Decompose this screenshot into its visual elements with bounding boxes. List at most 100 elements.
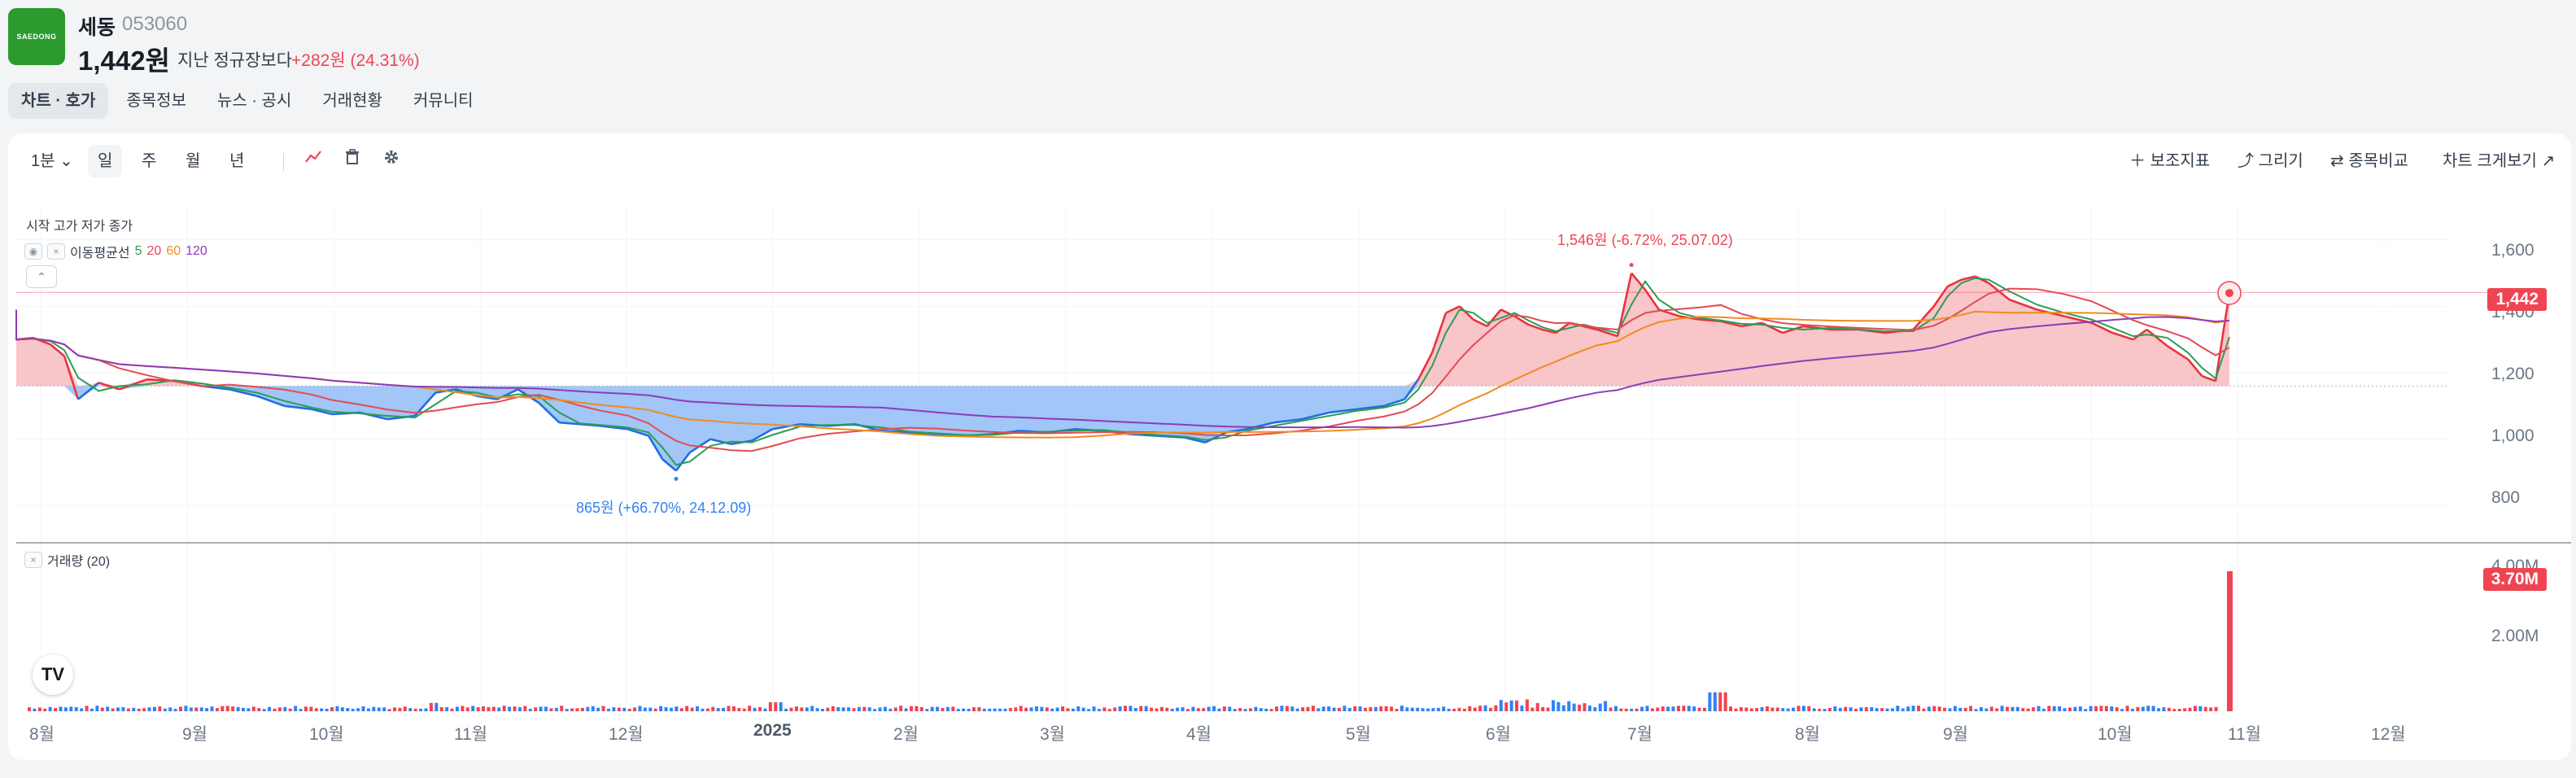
volume-bar	[1311, 706, 1315, 711]
volume-bar	[247, 708, 251, 711]
volume-bar	[1598, 703, 1602, 711]
volume-bar	[1228, 706, 1232, 711]
volume-bar	[606, 708, 610, 711]
volume-bar	[1739, 707, 1743, 711]
volume-bar	[325, 708, 329, 711]
volume-bar	[1185, 709, 1190, 711]
volume-bar	[2006, 706, 2010, 711]
tab-community[interactable]: 커뮤니티	[413, 92, 474, 110]
volume-bar	[1113, 707, 1117, 711]
tab-chart[interactable]: 차트 · 호가	[8, 83, 109, 119]
x-tick: 11월	[2228, 725, 2262, 744]
volume-bar	[1906, 706, 1910, 711]
volume-bar	[1295, 708, 1299, 711]
volume-bar	[993, 708, 997, 711]
price-line-segment	[675, 452, 691, 472]
price-line-segment	[1912, 305, 1935, 330]
period-year-button[interactable]: 년	[229, 152, 245, 170]
price-line-segment	[1932, 286, 1949, 308]
gear-icon[interactable]	[373, 145, 410, 177]
collapse-legend-button[interactable]: ⌃	[26, 265, 57, 288]
price-line-segment	[1596, 328, 1618, 338]
period-week-button[interactable]: 주	[142, 152, 157, 170]
volume-bar	[1327, 706, 1331, 711]
volume-bar	[1034, 706, 1038, 711]
volume-bar	[372, 706, 376, 711]
volume-bar	[1593, 707, 1597, 711]
volume-bar	[638, 706, 642, 711]
x-tick: 2월	[893, 725, 919, 744]
volume-bar	[288, 708, 292, 711]
tab-trading[interactable]: 거래현황	[322, 92, 382, 110]
volume-bar	[1133, 707, 1137, 711]
volume-bar	[1254, 706, 1258, 711]
eye-icon[interactable]: ◉	[24, 243, 42, 260]
price-line-segment	[937, 433, 965, 437]
volume-bar	[784, 708, 788, 711]
price-line-segment	[1356, 404, 1385, 411]
volume-bar	[1770, 707, 1775, 711]
volume-bar	[2172, 709, 2177, 711]
add-indicator-button[interactable]: ＋ 보조지표	[2129, 152, 2211, 170]
volume-bar	[85, 706, 89, 711]
volume-bar	[1426, 708, 1430, 711]
volume-bar	[1849, 707, 1853, 711]
volume-bar	[1050, 708, 1054, 711]
price-chart[interactable]	[8, 133, 2571, 760]
swap-icon: ⇄	[2330, 152, 2344, 170]
volume-bar	[1097, 709, 1101, 711]
volume-bar	[1630, 708, 1634, 711]
draw-button[interactable]: ⤴ 그리기	[2238, 152, 2303, 170]
volume-bar	[883, 706, 887, 711]
tab-info[interactable]: 종목정보	[126, 92, 186, 110]
period-month-button[interactable]: 월	[186, 152, 201, 170]
volume-bar	[158, 706, 162, 711]
volume-bar	[1734, 708, 1738, 711]
volume-bar	[320, 708, 324, 711]
volume-bar	[831, 706, 835, 711]
volume-bar	[1045, 707, 1049, 711]
trash-icon[interactable]	[334, 145, 371, 177]
x-tick: 12월	[609, 725, 644, 744]
volume-bar	[1316, 708, 1321, 711]
chart-type-icon[interactable]	[295, 145, 332, 177]
volume-bar	[789, 707, 793, 711]
volume-bar	[465, 707, 469, 711]
volume-bar	[2183, 708, 2187, 711]
tab-news[interactable]: 뉴스 · 공시	[216, 92, 292, 110]
volume-bar	[1217, 708, 1221, 711]
volume-bar	[1870, 706, 1874, 711]
tradingview-logo[interactable]: TV	[33, 654, 73, 695]
volume-bar	[1613, 706, 1618, 711]
volume-bar	[768, 702, 772, 711]
close-volume-icon[interactable]: ×	[24, 552, 42, 568]
volume-bar	[2146, 706, 2150, 711]
volume-bar	[2193, 706, 2197, 711]
volume-bar	[1124, 706, 1127, 711]
price-line-segment	[709, 438, 731, 445]
compare-button[interactable]: ⇄ 종목비교	[2330, 152, 2408, 170]
close-icon[interactable]: ×	[47, 243, 65, 260]
volume-bar	[1974, 709, 1978, 711]
x-tick: 10월	[309, 725, 344, 744]
volume-bar	[596, 707, 600, 711]
volume-bar	[1144, 706, 1148, 711]
volume-bar	[2209, 707, 2213, 711]
volume-bar	[1572, 703, 1576, 711]
volume-bar	[268, 706, 272, 711]
volume-bar	[904, 708, 908, 711]
volume-bar	[439, 706, 443, 711]
volume-bar	[2162, 707, 2166, 711]
volume-bar	[2021, 708, 2025, 711]
volume-bar	[497, 707, 501, 711]
volume-bar	[1238, 707, 1242, 711]
fullscreen-button[interactable]: 차트 크게보기 ↗	[2443, 152, 2556, 170]
volume-bar	[1792, 707, 1796, 711]
volume-bar	[106, 706, 110, 711]
volume-bar	[1953, 706, 1957, 711]
volume-bar	[841, 707, 845, 711]
volume-bar	[2167, 707, 2171, 711]
volume-bar	[2047, 706, 2051, 711]
interval-dropdown[interactable]: 1분 ⌄	[21, 145, 83, 177]
period-day-button[interactable]: 일	[88, 145, 123, 177]
